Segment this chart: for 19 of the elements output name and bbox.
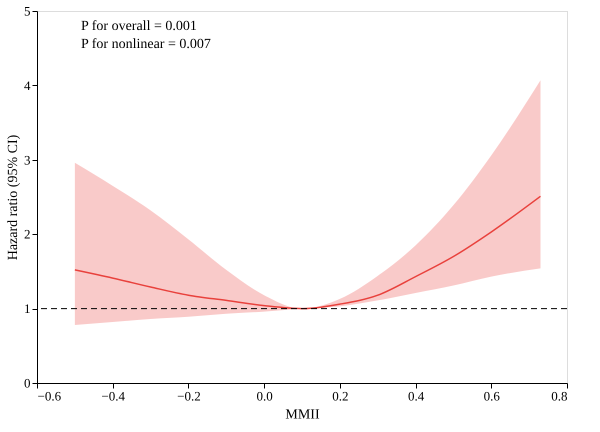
x-tick-label: 0.0 xyxy=(256,388,273,404)
line-series xyxy=(74,196,542,310)
y-tick-label: 3 xyxy=(24,152,30,168)
annotation: P for nonlinear = 0.007 xyxy=(81,37,211,52)
x-tick-label: −0.6 xyxy=(38,388,62,404)
x-tick-label: 0.8 xyxy=(551,388,568,404)
y-tick-label: 1 xyxy=(24,301,30,316)
annotation: P for overall = 0.001 xyxy=(81,19,197,34)
y-tick-label: 4 xyxy=(24,78,31,93)
x-tick-label: 0.6 xyxy=(484,388,500,404)
y-tick-label: 5 xyxy=(24,4,30,18)
y-tick-label: 2 xyxy=(24,226,30,242)
x-tick-label: 0.4 xyxy=(408,388,425,404)
x-tick-label: −0.4 xyxy=(101,388,126,404)
x-tick-label: −0.2 xyxy=(177,388,201,404)
x-tick-label: 0.2 xyxy=(332,388,348,404)
y-tick-label: 0 xyxy=(24,376,30,390)
y-axis-title: Hazard ratio (95% CI) xyxy=(6,134,21,260)
x-axis-title: MMII xyxy=(285,408,320,422)
